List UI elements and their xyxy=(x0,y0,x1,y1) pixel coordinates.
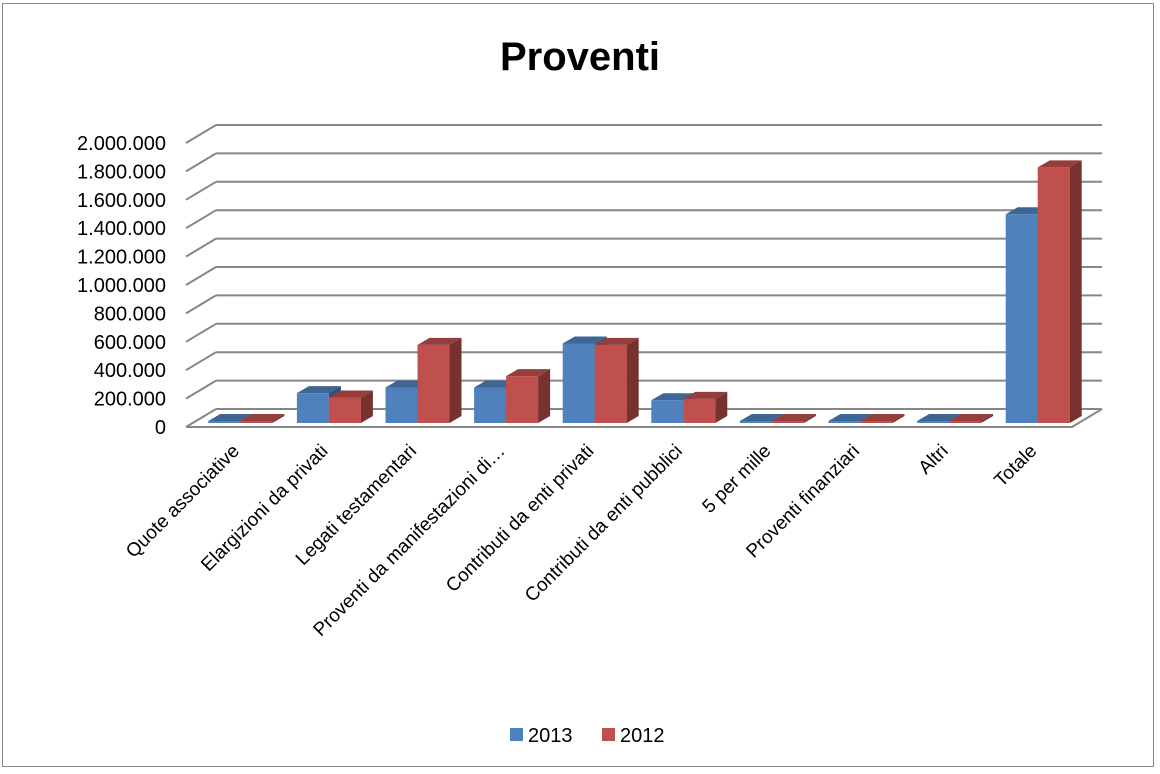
gridline-diagonal xyxy=(185,322,217,343)
bar-2012-2 xyxy=(328,390,373,423)
y-axis-ticks: 0 200.000 400.000 600.000 800.000 1.000.000 1.… xyxy=(77,133,166,439)
legend-label-2012: 2012 xyxy=(620,725,665,747)
gridline-diagonal xyxy=(185,152,217,173)
gridline-diagonal xyxy=(185,266,217,286)
y-tick-label: 400.000 xyxy=(94,360,166,382)
y-tick-label: 0 xyxy=(155,417,166,439)
floor-edge xyxy=(186,408,1103,428)
gridline-diagonal xyxy=(185,351,217,372)
bar-2012-10 xyxy=(1037,160,1082,423)
bar-2012-6 xyxy=(683,391,728,423)
chart-title: Proventi xyxy=(500,35,660,79)
legend: 2013 2012 xyxy=(510,725,665,747)
gridline-diagonal xyxy=(185,294,217,315)
bar-2012-1 xyxy=(240,414,285,423)
y-tick-label: 1.000.000 xyxy=(77,275,166,297)
x-category-label: Proventi da manifestazioni di… xyxy=(310,441,510,641)
grid-lines xyxy=(185,124,1103,428)
bar-series xyxy=(208,160,1082,423)
gridline-diagonal xyxy=(185,408,217,428)
x-category-label: Altri xyxy=(915,441,953,479)
x-category-label: Contributi da enti privati xyxy=(442,441,598,597)
y-tick-label: 800.000 xyxy=(94,303,166,325)
legend-swatch-2012 xyxy=(602,728,615,741)
y-tick-label: 1.600.000 xyxy=(77,190,166,212)
x-category-label: Totale xyxy=(991,441,1042,492)
y-tick-label: 1.800.000 xyxy=(77,161,166,183)
gridline-diagonal xyxy=(185,180,217,201)
y-tick-label: 2.000.000 xyxy=(77,133,166,155)
y-tick-label: 1.200.000 xyxy=(77,247,166,269)
gridline-diagonal xyxy=(185,379,217,400)
x-category-label: 5 per mille xyxy=(699,441,776,518)
bar-2012-5 xyxy=(594,337,639,423)
bar-2012-9 xyxy=(949,414,994,423)
y-tick-label: 1.400.000 xyxy=(77,218,166,240)
legend-swatch-2013 xyxy=(510,728,523,741)
gridline-diagonal xyxy=(185,209,217,230)
bar-2012-3 xyxy=(417,337,462,423)
bar-2012-8 xyxy=(860,414,905,423)
bar-2012-4 xyxy=(506,369,551,423)
bar-2012-7 xyxy=(771,414,816,423)
y-tick-label: 200.000 xyxy=(94,389,166,411)
legend-label-2013: 2013 xyxy=(528,725,573,747)
gridline-diagonal xyxy=(185,124,217,144)
y-tick-label: 600.000 xyxy=(94,332,166,354)
gridline-diagonal xyxy=(185,237,217,258)
x-category-label: Contributi da enti pubblici xyxy=(521,441,687,607)
